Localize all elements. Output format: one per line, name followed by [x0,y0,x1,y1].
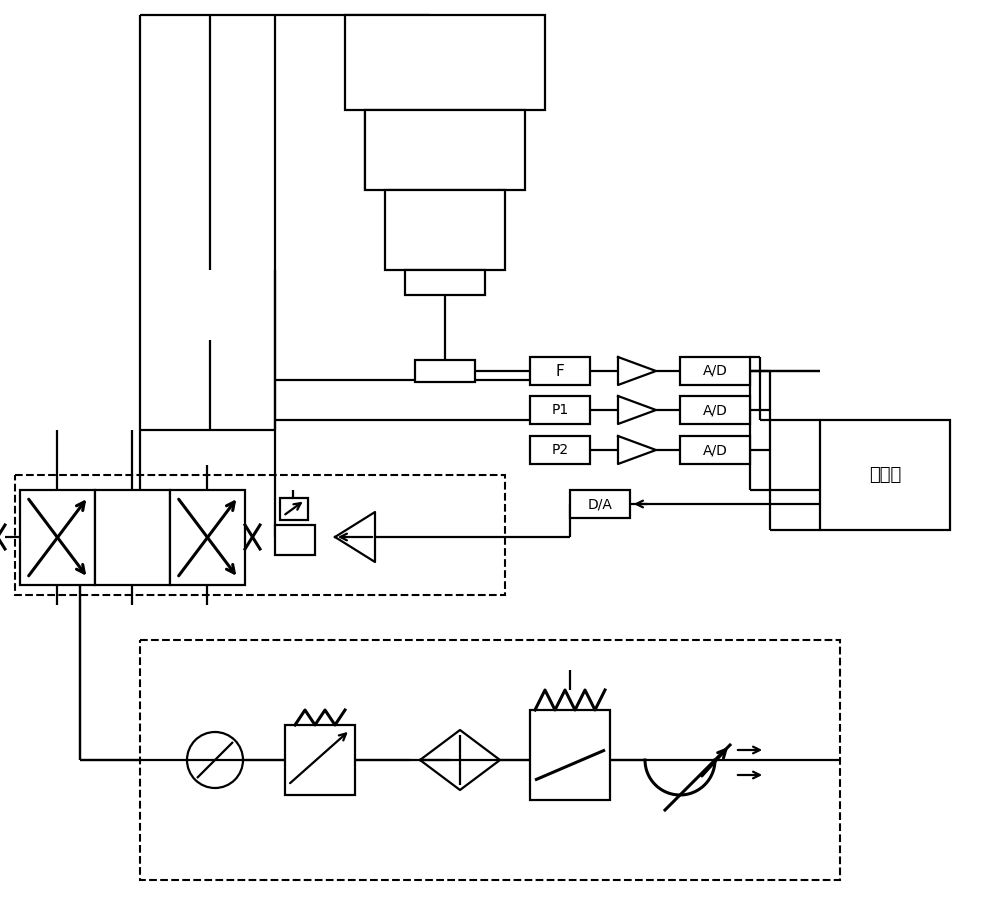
Text: 计算机: 计算机 [869,466,901,484]
Polygon shape [618,357,656,385]
Bar [95,490,170,585]
Bar [140,640,840,880]
Text: P1: P1 [551,403,569,417]
Bar [680,436,750,464]
Bar [415,360,475,382]
Bar [20,490,95,585]
Polygon shape [618,436,656,464]
Bar [680,396,750,424]
Bar [530,710,610,800]
Text: A/D: A/D [703,443,727,457]
Bar [285,725,355,795]
Bar [530,396,590,424]
Text: D/A: D/A [588,497,612,511]
Text: P2: P2 [551,443,569,457]
Text: A/D: A/D [703,364,727,378]
Bar [345,15,545,110]
Bar [170,490,245,585]
Bar [820,420,950,530]
Bar [280,498,308,520]
Bar [530,436,590,464]
Polygon shape [618,396,656,424]
Text: A/D: A/D [703,403,727,417]
Text: F: F [556,364,564,378]
Bar [385,190,505,270]
Polygon shape [335,512,375,562]
Bar [570,490,630,518]
Bar [405,270,485,295]
Bar [365,110,525,190]
Bar [530,357,590,385]
Bar [15,475,505,595]
Bar [680,357,750,385]
Bar [275,525,315,555]
